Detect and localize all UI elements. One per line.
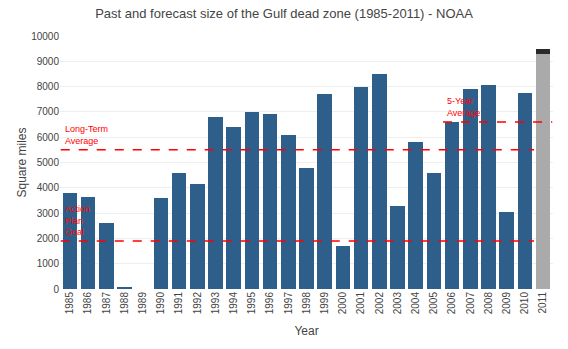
svg-text:10000: 10000 [31, 31, 59, 42]
svg-text:Square miles: Square miles [15, 127, 29, 197]
svg-text:1996: 1996 [264, 292, 275, 315]
svg-text:1000: 1000 [37, 258, 60, 269]
svg-text:5000: 5000 [37, 157, 60, 168]
svg-text:1999: 1999 [319, 292, 330, 315]
svg-text:1988: 1988 [119, 292, 130, 315]
svg-text:2007: 2007 [465, 292, 476, 315]
svg-text:ActionPlanGoal: ActionPlanGoal [65, 204, 90, 237]
svg-text:1985: 1985 [64, 292, 75, 315]
svg-text:1986: 1986 [82, 292, 93, 315]
svg-text:2005: 2005 [428, 292, 439, 315]
svg-text:1997: 1997 [283, 292, 294, 315]
svg-text:1987: 1987 [101, 292, 112, 315]
svg-text:1990: 1990 [155, 292, 166, 315]
svg-text:8000: 8000 [37, 81, 60, 92]
svg-text:4000: 4000 [37, 182, 60, 193]
svg-text:2011: 2011 [537, 292, 548, 314]
svg-text:0: 0 [53, 284, 59, 295]
svg-text:2000: 2000 [337, 292, 348, 315]
svg-text:5-YearAverage: 5-YearAverage [447, 96, 480, 118]
svg-text:1989: 1989 [137, 292, 148, 315]
svg-text:6000: 6000 [37, 132, 60, 143]
svg-text:2000: 2000 [37, 233, 60, 244]
svg-text:1992: 1992 [192, 292, 203, 315]
svg-text:2004: 2004 [410, 292, 421, 315]
svg-text:2001: 2001 [355, 292, 366, 315]
svg-text:1998: 1998 [301, 292, 312, 315]
svg-text:1993: 1993 [210, 292, 221, 315]
svg-text:1991: 1991 [173, 292, 184, 315]
svg-text:2008: 2008 [483, 292, 494, 315]
svg-text:1995: 1995 [246, 292, 257, 315]
svg-text:1994: 1994 [228, 292, 239, 315]
svg-text:Past and forecast size of the: Past and forecast size of the Gulf dead … [95, 6, 473, 21]
svg-text:2003: 2003 [392, 292, 403, 315]
svg-text:Long-TermAverage: Long-TermAverage [65, 124, 108, 146]
svg-text:9000: 9000 [37, 56, 60, 67]
svg-text:7000: 7000 [37, 106, 60, 117]
svg-text:2010: 2010 [519, 292, 530, 315]
svg-text:Year: Year [294, 324, 318, 338]
svg-text:3000: 3000 [37, 208, 60, 219]
svg-text:2009: 2009 [501, 292, 512, 315]
svg-text:2006: 2006 [446, 292, 457, 315]
svg-text:2002: 2002 [374, 292, 385, 315]
